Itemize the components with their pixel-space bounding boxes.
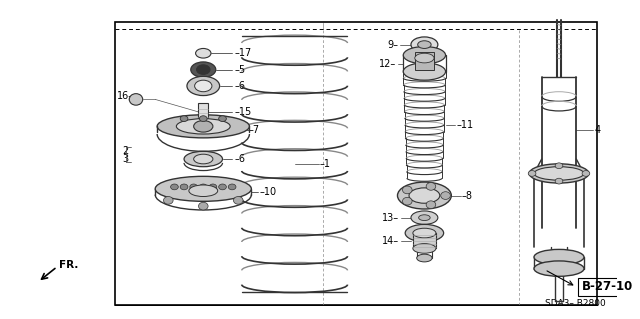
Ellipse shape: [411, 211, 438, 224]
Text: SDA3– B2800: SDA3– B2800: [545, 299, 605, 308]
Ellipse shape: [219, 116, 227, 122]
Text: –10: –10: [260, 187, 277, 197]
Ellipse shape: [415, 53, 434, 63]
Ellipse shape: [189, 185, 218, 197]
Text: –8: –8: [462, 190, 473, 201]
Ellipse shape: [403, 197, 412, 205]
Ellipse shape: [403, 47, 445, 64]
Ellipse shape: [195, 80, 212, 92]
Text: –1: –1: [319, 159, 331, 169]
Ellipse shape: [196, 48, 211, 58]
Ellipse shape: [219, 184, 227, 190]
Ellipse shape: [555, 178, 563, 184]
Ellipse shape: [171, 184, 179, 190]
Ellipse shape: [191, 62, 216, 77]
Text: –6: –6: [234, 154, 245, 164]
Bar: [115, 22, 598, 305]
Ellipse shape: [555, 163, 563, 169]
Ellipse shape: [426, 201, 436, 209]
Ellipse shape: [405, 224, 444, 242]
Ellipse shape: [234, 197, 243, 204]
Ellipse shape: [403, 186, 412, 194]
Ellipse shape: [196, 65, 210, 74]
Ellipse shape: [200, 116, 207, 122]
Ellipse shape: [194, 121, 213, 132]
Bar: [578, 278, 631, 295]
Ellipse shape: [409, 188, 440, 203]
Ellipse shape: [534, 249, 584, 265]
Text: –15: –15: [234, 107, 252, 117]
Text: –17: –17: [234, 48, 252, 58]
Text: –11: –11: [456, 120, 473, 130]
Ellipse shape: [417, 254, 432, 262]
Ellipse shape: [198, 202, 208, 210]
Ellipse shape: [403, 63, 445, 80]
Ellipse shape: [157, 115, 250, 138]
Text: 9–: 9–: [387, 40, 399, 50]
Ellipse shape: [413, 228, 436, 238]
Text: 14–: 14–: [382, 236, 399, 246]
Ellipse shape: [194, 154, 213, 164]
Ellipse shape: [413, 244, 436, 253]
Text: B-27-10: B-27-10: [582, 280, 634, 293]
Bar: [415, 52, 434, 70]
Ellipse shape: [441, 192, 451, 199]
Ellipse shape: [528, 171, 536, 176]
Bar: [534, 113, 584, 248]
Bar: [542, 77, 576, 228]
Ellipse shape: [209, 184, 217, 190]
Bar: [198, 103, 208, 121]
Ellipse shape: [177, 119, 230, 134]
Text: 3: 3: [122, 154, 129, 164]
Text: –5: –5: [234, 65, 245, 75]
Ellipse shape: [418, 41, 431, 48]
Ellipse shape: [180, 184, 188, 190]
Ellipse shape: [156, 176, 252, 201]
Ellipse shape: [187, 76, 220, 96]
Text: FR.: FR.: [59, 260, 79, 270]
Text: 13–: 13–: [382, 213, 399, 223]
Text: 12–: 12–: [380, 59, 397, 69]
Ellipse shape: [228, 184, 236, 190]
Text: –6: –6: [234, 81, 245, 91]
Ellipse shape: [184, 151, 223, 167]
Ellipse shape: [529, 164, 589, 183]
Ellipse shape: [411, 37, 438, 52]
Ellipse shape: [129, 94, 143, 105]
Ellipse shape: [419, 215, 430, 220]
Ellipse shape: [582, 171, 590, 176]
Text: 4: 4: [595, 125, 601, 135]
Text: 16–: 16–: [117, 91, 134, 100]
Ellipse shape: [534, 167, 584, 180]
Ellipse shape: [397, 182, 451, 209]
Ellipse shape: [200, 184, 207, 190]
Ellipse shape: [180, 116, 188, 122]
Bar: [413, 233, 436, 249]
Ellipse shape: [163, 197, 173, 204]
Ellipse shape: [190, 184, 198, 190]
Ellipse shape: [426, 182, 436, 190]
Ellipse shape: [534, 261, 584, 276]
Text: –7: –7: [248, 125, 260, 135]
Text: 2: 2: [122, 146, 129, 156]
